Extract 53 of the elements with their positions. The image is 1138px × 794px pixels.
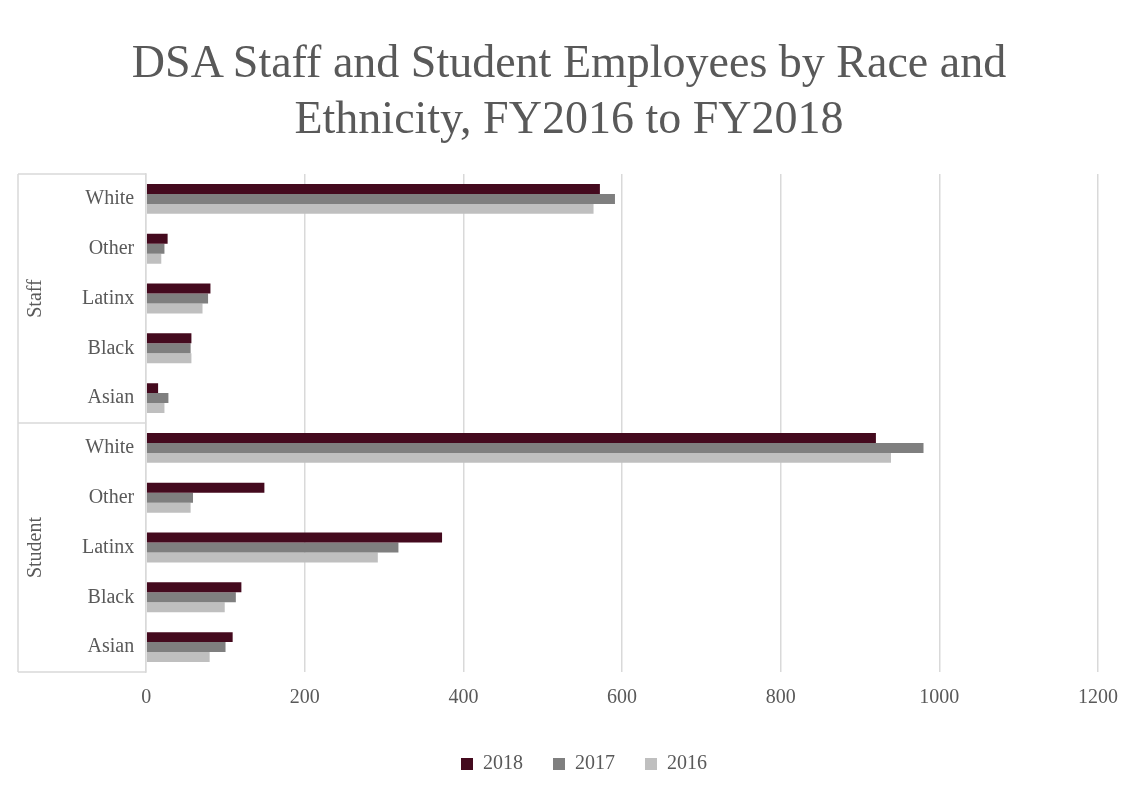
bar xyxy=(146,482,265,493)
bar xyxy=(146,452,891,463)
bar xyxy=(146,602,225,613)
bar xyxy=(146,293,209,304)
y-tick-label: White xyxy=(85,435,135,458)
bar xyxy=(146,582,242,593)
bar xyxy=(146,632,233,643)
x-tick-label: 0 xyxy=(141,685,152,708)
bar xyxy=(146,253,162,264)
bar xyxy=(146,343,191,354)
x-tick-label: 400 xyxy=(448,685,479,708)
x-tick-label: 600 xyxy=(607,685,638,708)
bar xyxy=(146,552,378,563)
bar xyxy=(146,183,600,194)
y-tick-label: Asian xyxy=(87,634,135,657)
bar xyxy=(146,333,192,344)
y-tick-label: Other xyxy=(88,484,135,507)
bar xyxy=(146,642,226,653)
y-tick-label: Asian xyxy=(87,385,135,408)
bar xyxy=(146,502,191,513)
bar xyxy=(146,542,399,553)
text: Staff xyxy=(23,278,46,318)
bar xyxy=(146,233,168,244)
y-tick-label: Latinx xyxy=(81,285,135,308)
bar xyxy=(146,383,159,394)
x-tick-label: 1000 xyxy=(919,685,960,708)
y-tick-label: Black xyxy=(87,584,135,607)
bar xyxy=(146,393,169,404)
bar xyxy=(146,283,211,294)
chart-title: DSA Staff and Student Employees by Race and Ethnicity, FY2016 to FY2018 xyxy=(130,35,1008,145)
bar xyxy=(146,432,876,443)
bar xyxy=(146,652,210,663)
x-tick-label: 200 xyxy=(289,685,320,708)
x-tick-label: 800 xyxy=(765,685,796,708)
y-tick-label: Other xyxy=(88,235,135,258)
text: Student xyxy=(23,516,46,579)
bar xyxy=(146,492,193,503)
legend-label: 2017 xyxy=(575,751,615,774)
bar xyxy=(146,532,443,543)
bar xyxy=(146,442,924,453)
x-tick-label: 1200 xyxy=(1078,685,1118,708)
y-tick-label: White xyxy=(85,186,135,209)
bar xyxy=(146,592,236,603)
bar xyxy=(146,203,594,214)
bar xyxy=(146,403,165,414)
y-tick-label: Black xyxy=(87,335,135,358)
legend-label: 2016 xyxy=(667,751,707,774)
bar xyxy=(146,193,615,204)
bar xyxy=(146,303,203,314)
legend-label: 2018 xyxy=(483,751,523,774)
bar xyxy=(146,243,165,254)
bar xyxy=(146,353,192,364)
y-tick-label: Latinx xyxy=(81,534,135,557)
